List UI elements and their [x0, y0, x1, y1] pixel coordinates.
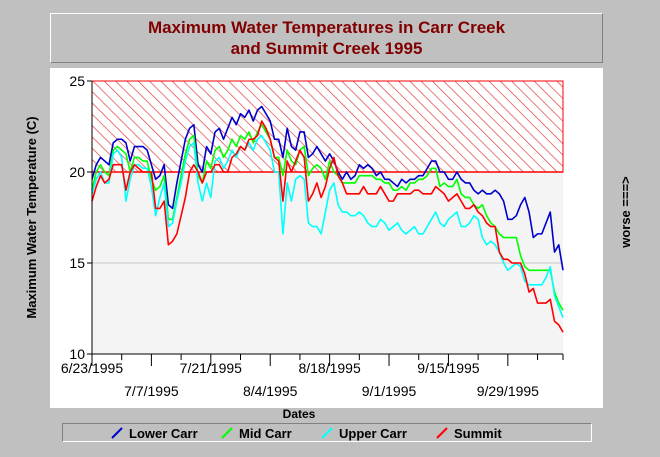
- x-tick-label: 6/23/1995: [61, 360, 123, 376]
- legend-label: Upper Carr: [339, 426, 407, 441]
- x-tick-label: 7/7/1995: [124, 383, 179, 399]
- y-axis-label: Maximum Water Temperature (C): [24, 116, 39, 318]
- legend-swatch: [436, 427, 448, 439]
- series-line-upper-carr: [91, 134, 564, 318]
- x-tick-label: 7/21/1995: [180, 360, 242, 376]
- x-tick-label: 9/1/1995: [362, 383, 417, 399]
- chart-title-box: Maximum Water Temperatures in Carr Creek…: [50, 13, 603, 63]
- y-tick-label: 15: [69, 255, 85, 271]
- y-tick-label: 20: [69, 164, 85, 180]
- y-tick-label: 25: [69, 73, 85, 89]
- x-tick-label: 9/29/1995: [477, 383, 539, 399]
- legend-swatch: [111, 427, 123, 439]
- y-tick-label: 10: [69, 346, 85, 362]
- legend-label: Summit: [454, 426, 502, 441]
- series-line-lower-carr: [91, 105, 564, 271]
- worse-direction-label: worse ===>: [618, 176, 633, 249]
- chart-title: Maximum Water Temperatures in Carr Creek…: [147, 18, 506, 58]
- legend-swatch: [221, 427, 233, 439]
- x-tick-label: 8/4/1995: [243, 383, 298, 399]
- legend-swatch: [321, 427, 333, 439]
- series-line-mid-carr: [91, 123, 564, 311]
- x-tick-label: 8/18/1995: [298, 360, 360, 376]
- legend-label: Lower Carr: [129, 426, 198, 441]
- series-line-summit: [91, 120, 564, 333]
- x-tick-label: 9/15/1995: [417, 360, 479, 376]
- x-axis-label: Dates: [283, 407, 316, 421]
- legend-box: [62, 423, 592, 442]
- legend-label: Mid Carr: [239, 426, 292, 441]
